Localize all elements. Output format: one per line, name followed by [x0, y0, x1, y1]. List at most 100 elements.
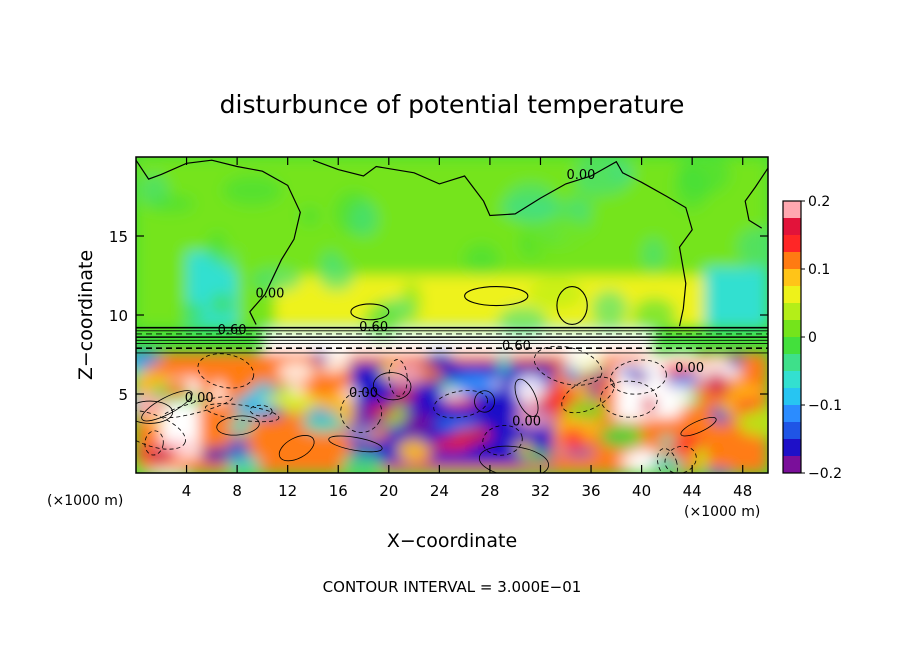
turbulence-blob [364, 403, 396, 419]
turbulence-blob [661, 362, 693, 376]
turbulence-blob [443, 397, 480, 407]
contour-label: 0.60 [359, 320, 388, 335]
contour-label: 0.00 [349, 386, 378, 401]
turbulence-blob [497, 351, 511, 375]
turbulence-blob [402, 411, 435, 435]
turbulence-blob [707, 441, 725, 459]
colorbar-segment [783, 337, 801, 354]
contour-line [136, 159, 301, 325]
upper-variation-blob [497, 306, 548, 338]
turbulence-blob [613, 411, 651, 422]
turbulence-blob [599, 424, 644, 449]
x-axis-label: X−coordinate [387, 530, 517, 552]
turbulence-blob [277, 362, 315, 381]
turbulence-blob [426, 351, 454, 366]
contour-line [610, 359, 667, 395]
x-tick-label: 16 [329, 482, 348, 500]
contour-line [664, 445, 697, 473]
turbulence-blob [719, 366, 742, 379]
turbulence-blob [669, 386, 693, 410]
upper-variation-blob [147, 194, 196, 213]
x-tick-label: 4 [182, 482, 192, 500]
turbulence-blob [163, 379, 192, 399]
x-tick-label: 8 [232, 482, 242, 500]
contour-line [312, 159, 693, 327]
contour-line [278, 435, 315, 462]
turbulence-blob [435, 419, 480, 429]
upper-variation-blob [633, 297, 676, 332]
contour-label: 0.00 [185, 391, 214, 406]
turbulence-blob [385, 360, 424, 387]
contour-line [533, 345, 603, 386]
colorbar-tick-label: 0.2 [808, 194, 830, 210]
turbulence-blob [136, 350, 161, 367]
turbulence-blob [572, 383, 588, 393]
colorbar-tick-label: 0 [808, 330, 817, 346]
upper-variation-blob [349, 201, 380, 238]
turbulence-blob [674, 433, 702, 450]
x-tick-label: 24 [430, 482, 449, 500]
contour-line [197, 353, 255, 389]
turbulence-blob [200, 447, 230, 463]
contour-line [216, 415, 260, 436]
colorbar-tick-label: −0.2 [808, 466, 842, 482]
x-tick-label: 44 [683, 482, 702, 500]
contour-interval-note: CONTOUR INTERVAL = 3.000E−01 [323, 578, 582, 596]
contour-line [388, 359, 408, 397]
upper-variation-blob [499, 198, 555, 220]
colorbar-segment [783, 456, 801, 473]
contour-line [340, 391, 383, 433]
upper-variation-blob [220, 242, 252, 271]
turbulence-blob [396, 438, 429, 462]
colorbar-segment [783, 269, 801, 286]
upper-variation-blob [574, 157, 633, 196]
y-axis-label: Z−coordinate [75, 250, 97, 380]
x-axis: 4 8 12 16 20 24 28 32 36 40 44 48 [182, 157, 752, 500]
contour-line [474, 390, 495, 413]
contour-line [478, 445, 549, 473]
upper-variation-blob [736, 227, 768, 268]
turbulence-blob [218, 366, 260, 385]
contour-line [556, 286, 588, 326]
plot-area: 0.00 0.00 0.60 0.60 0.60 0.00 0.00 0.00 0.00 [136, 157, 768, 473]
contour-line [464, 286, 529, 307]
turbulence-blob [260, 396, 288, 405]
upper-variation-blob [147, 214, 168, 258]
turbulence-blob [628, 371, 650, 384]
turbulence-blob [431, 437, 472, 452]
turbulence-blob [340, 452, 384, 473]
colorbar-segment [783, 286, 801, 303]
contour-line [680, 417, 717, 437]
upper-variation-blob [250, 267, 302, 293]
colorbar-segment [783, 252, 801, 269]
turbulence-blob [228, 417, 254, 435]
upper-variation-blob [299, 206, 320, 226]
turbulence-blob [650, 454, 685, 472]
turbulence-blob [719, 400, 739, 414]
colorbar-segment [783, 388, 801, 405]
turbulence-blob [658, 435, 676, 448]
contour-line [372, 372, 412, 401]
turbulence-blob [518, 450, 553, 462]
contour-label: 0.00 [566, 168, 595, 183]
turbulence-blob [274, 392, 320, 412]
turbulence-blob [389, 387, 417, 404]
upper-variation-blob [642, 237, 665, 272]
turbulence-blob [513, 440, 535, 454]
contour-line [433, 390, 488, 419]
turbulence-blob [640, 397, 658, 413]
upper-variation-blob [222, 174, 283, 207]
turbulence-blob [226, 438, 251, 460]
turbulence-blob [342, 427, 378, 439]
x-unit-right: (×1000 m) [684, 504, 760, 520]
upper-variation-blob [463, 243, 500, 275]
turbulence-blob [728, 356, 743, 370]
x-tick-label: 36 [581, 482, 600, 500]
colorbar-segment [783, 439, 801, 456]
field-region-upper-right-negative [704, 267, 768, 328]
turbulence-blob [704, 468, 732, 473]
x-tick-label: 12 [278, 482, 297, 500]
colorbar-tick-label: 0.1 [808, 262, 830, 278]
contour-line [561, 376, 615, 414]
